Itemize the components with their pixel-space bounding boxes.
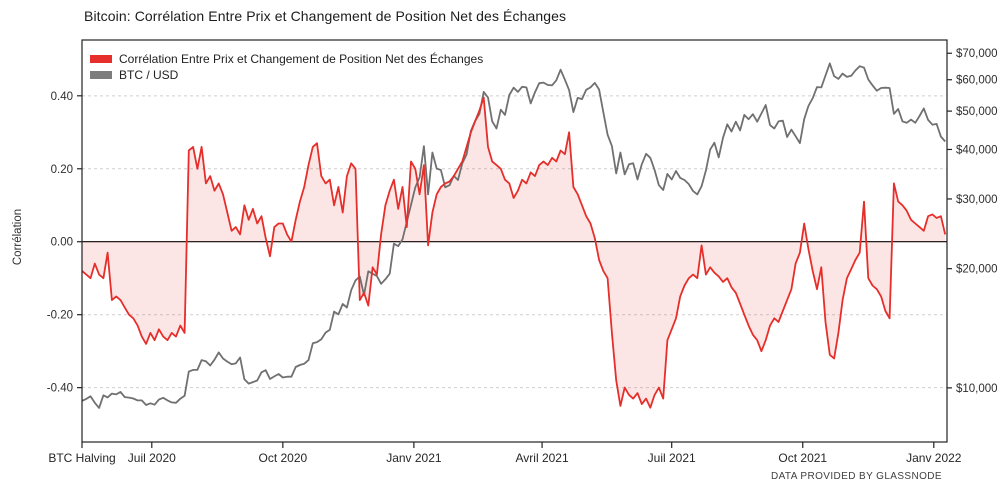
left-tick-label: 0.20: [51, 164, 73, 176]
right-tick-label: $30,000: [956, 194, 998, 206]
x-tick-label: Oct 2021: [778, 451, 827, 465]
left-tick-label: 0.00: [51, 237, 73, 249]
correlation-legend-swatch: [90, 55, 112, 63]
left-tick-label: 0.40: [51, 91, 73, 103]
btc-usd-line: [82, 62, 946, 409]
right-tick-label: $70,000: [956, 48, 998, 60]
legend-item-btc-usd: BTC / USD: [90, 67, 483, 83]
x-tick-label: BTC Halving: [48, 451, 115, 465]
correlation-legend-label: Corrélation Entre Prix et Changement de …: [119, 52, 484, 66]
x-tick-label: Juil 2021: [648, 451, 696, 465]
correlation-fill-area: [82, 97, 946, 408]
x-tick-label: Oct 2020: [258, 451, 307, 465]
right-tick-label: $50,000: [956, 106, 998, 118]
plot-border: [81, 39, 948, 443]
legend-item-correlation: Corrélation Entre Prix et Changement de …: [90, 51, 483, 67]
right-tick-label: $40,000: [956, 144, 998, 156]
right-tick-label: $20,000: [956, 264, 998, 276]
right-tick-label: $10,000: [956, 383, 998, 395]
data-attribution: DATA PROVIDED BY GLASSNODE: [770, 471, 942, 482]
right-tick-label: $60,000: [956, 75, 998, 87]
legend: Corrélation Entre Prix et Changement de …: [90, 51, 483, 83]
x-tick-label: Juil 2020: [128, 451, 176, 465]
x-tick-label: Avril 2021: [516, 451, 569, 465]
correlation-line: [82, 96, 947, 409]
btc-usd-legend-label: BTC / USD: [119, 68, 179, 82]
y-axis-label: Corrélation: [12, 208, 24, 266]
x-tick-label: Janv 2022: [906, 451, 962, 465]
left-tick-label: -0.40: [47, 383, 73, 395]
chart-title: Bitcoin: Corrélation Entre Prix et Chang…: [84, 8, 567, 24]
btc-usd-legend-swatch: [90, 71, 112, 79]
left-tick-label: -0.20: [47, 310, 73, 322]
x-tick-label: Janv 2021: [386, 451, 442, 465]
